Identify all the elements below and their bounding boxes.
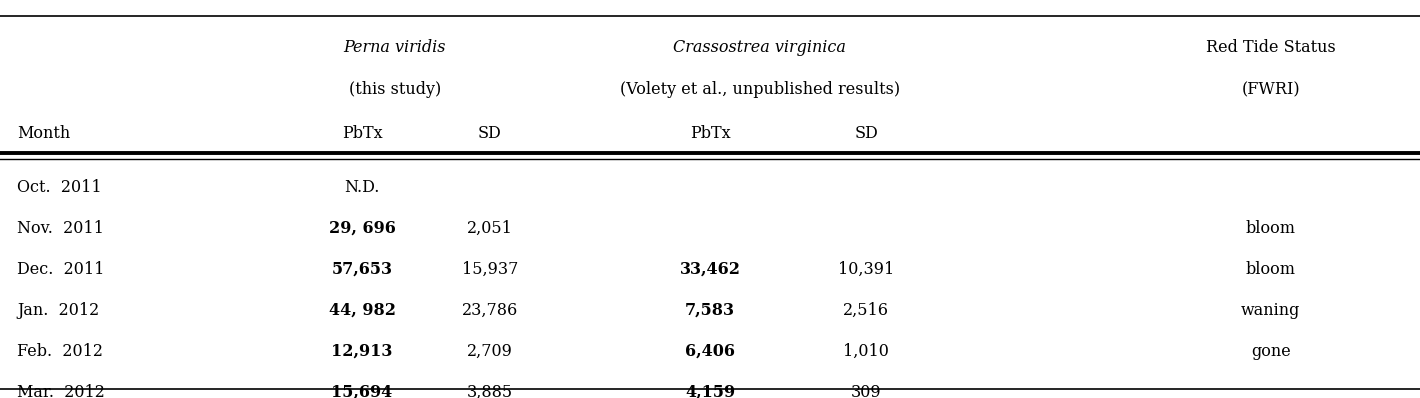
Text: 23,786: 23,786 [462,302,518,318]
Text: (FWRI): (FWRI) [1241,81,1301,98]
Text: N.D.: N.D. [345,179,379,195]
Text: 3,885: 3,885 [467,384,513,398]
Text: Perna viridis: Perna viridis [344,39,446,56]
Text: 2,709: 2,709 [467,343,513,359]
Text: 2,051: 2,051 [467,220,513,236]
Text: 10,391: 10,391 [838,261,895,277]
Text: Dec.  2011: Dec. 2011 [17,261,105,277]
Text: 7,583: 7,583 [684,302,736,318]
Text: PbTx: PbTx [342,125,382,142]
Text: 309: 309 [851,384,882,398]
Text: 57,653: 57,653 [332,261,392,277]
Text: Month: Month [17,125,70,142]
Text: Nov.  2011: Nov. 2011 [17,220,104,236]
Text: Oct.  2011: Oct. 2011 [17,179,102,195]
Text: 15,694: 15,694 [331,384,393,398]
Text: 2,516: 2,516 [843,302,889,318]
Text: bloom: bloom [1245,261,1296,277]
Text: (this study): (this study) [349,81,440,98]
Text: 29, 696: 29, 696 [328,220,396,236]
Text: SD: SD [479,125,501,142]
Text: SD: SD [855,125,878,142]
Text: (Volety et al., unpublished results): (Volety et al., unpublished results) [619,81,900,98]
Text: waning: waning [1241,302,1301,318]
Text: Crassostrea virginica: Crassostrea virginica [673,39,846,56]
Text: 4,159: 4,159 [684,384,736,398]
Text: 1,010: 1,010 [843,343,889,359]
Text: 15,937: 15,937 [462,261,518,277]
Text: Mar.  2012: Mar. 2012 [17,384,105,398]
Text: PbTx: PbTx [690,125,730,142]
Text: gone: gone [1251,343,1291,359]
Text: 12,913: 12,913 [331,343,393,359]
Text: 44, 982: 44, 982 [328,302,396,318]
Text: 6,406: 6,406 [684,343,736,359]
Text: Jan.  2012: Jan. 2012 [17,302,99,318]
Text: Red Tide Status: Red Tide Status [1206,39,1336,56]
Text: bloom: bloom [1245,220,1296,236]
Text: Feb.  2012: Feb. 2012 [17,343,104,359]
Text: 33,462: 33,462 [680,261,740,277]
